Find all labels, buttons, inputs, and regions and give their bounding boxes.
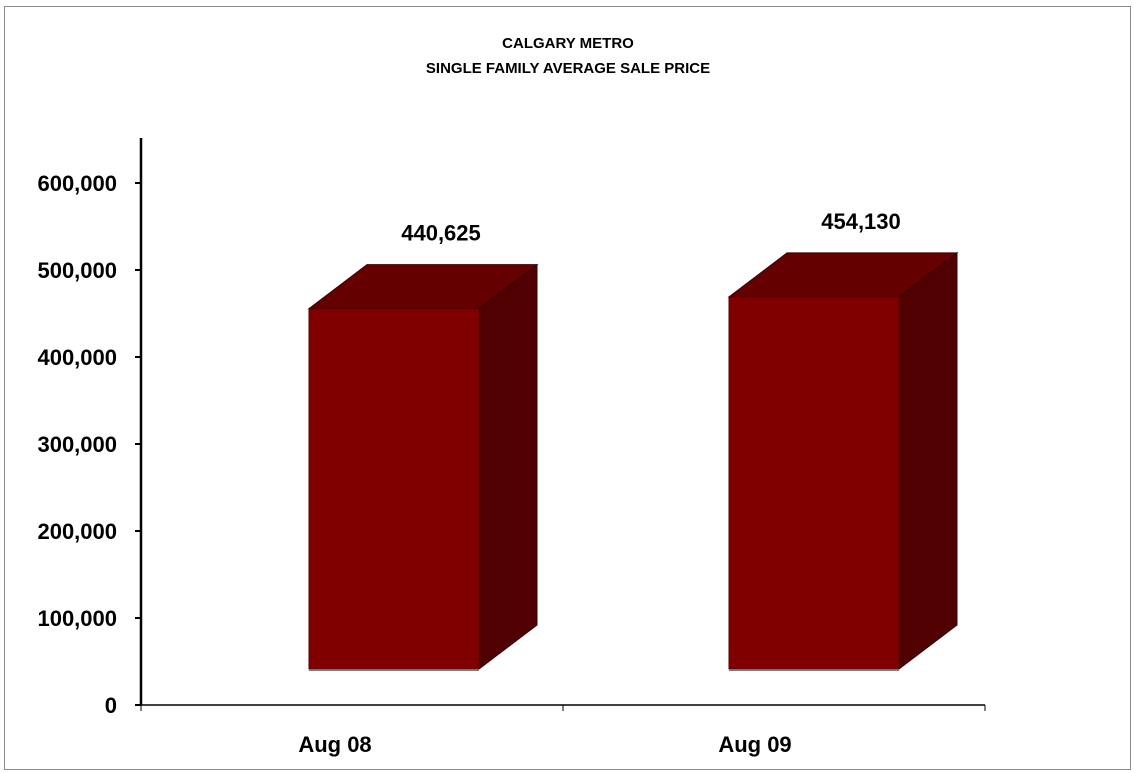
chart-bars bbox=[307, 251, 959, 671]
y-tick-label: 600,000 bbox=[37, 171, 117, 196]
chart-axes: 0 100,000 200,000 300,000 400,000 500,000 600,… bbox=[37, 138, 986, 718]
y-tick-label: 400,000 bbox=[37, 345, 117, 370]
chart-labels: Aug 08 Aug 09 440,625 454,130 bbox=[298, 209, 900, 757]
y-tick-label: 300,000 bbox=[37, 432, 117, 457]
bar-value-label: 454,130 bbox=[821, 209, 901, 234]
chart-title: CALGARY METRO SINGLE FAMILY AVERAGE SALE… bbox=[426, 35, 710, 77]
bar-front-face bbox=[728, 296, 900, 670]
y-tick-label: 200,000 bbox=[37, 519, 117, 544]
bar-1 bbox=[307, 263, 539, 671]
y-tick-label: 100,000 bbox=[37, 606, 117, 631]
y-tick-label: 500,000 bbox=[37, 258, 117, 283]
chart-title-line-1: CALGARY METRO bbox=[502, 35, 634, 52]
bar-side-face bbox=[898, 251, 958, 671]
y-tick-label: 0 bbox=[105, 693, 117, 718]
bar-2 bbox=[727, 251, 959, 671]
bar-front-face bbox=[308, 308, 480, 670]
x-category-label: Aug 09 bbox=[718, 732, 791, 757]
bar-side-face bbox=[478, 263, 538, 671]
x-category-label: Aug 08 bbox=[298, 732, 371, 757]
bar-value-label: 440,625 bbox=[401, 221, 481, 246]
chart-title-line-2: SINGLE FAMILY AVERAGE SALE PRICE bbox=[426, 60, 710, 77]
